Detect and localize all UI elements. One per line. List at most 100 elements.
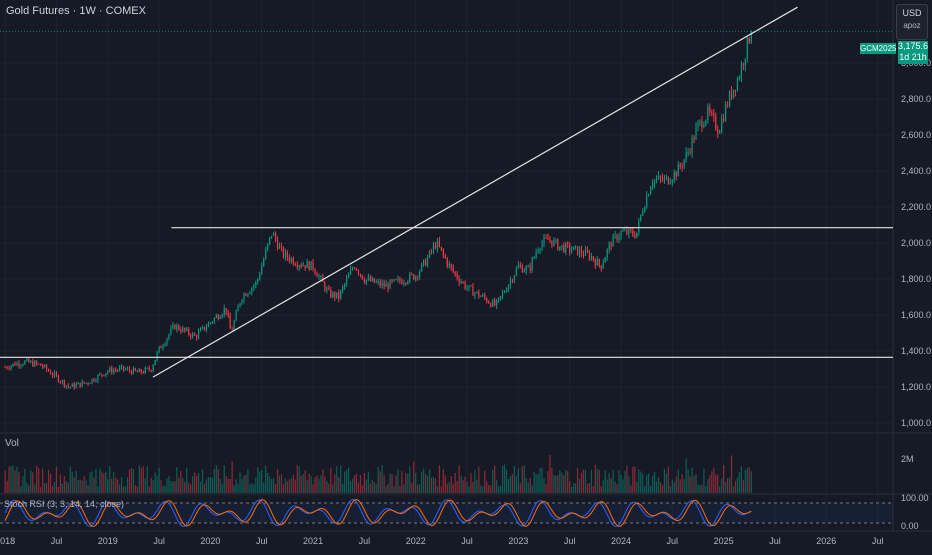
volume-bar [312,484,314,493]
y-tick-label: 2,600.0 [901,130,931,140]
volume-bar [253,484,255,493]
volume-bar [162,485,164,493]
volume-bar [170,481,172,493]
volume-bar [111,478,113,493]
candle-body [347,274,350,279]
candle-body [527,266,529,268]
candle-body [111,367,113,373]
volume-bar [336,465,338,493]
volume-bar [294,479,296,493]
candle-body [34,361,36,367]
last-price-badge: 3,175.6 1d 21h [898,41,928,64]
candle-body [381,282,383,286]
candle-body [304,265,306,269]
volume-bar [24,469,26,493]
x-tick-label: 2019 [98,536,118,546]
volume-bar [578,478,581,493]
candle-body [715,116,717,130]
volume-bar [42,468,44,493]
candle-body [342,286,344,291]
volume-bar [517,468,519,493]
candle-body [596,259,598,266]
volume-bar [711,471,713,493]
candle-body [711,112,713,114]
candle-body [249,292,251,294]
candle-body [276,239,279,249]
volume-bar [671,479,673,493]
candle-body [346,278,348,284]
volume-bar [363,472,365,493]
volume-bar [693,476,695,493]
candle-body [450,263,452,268]
volume-bar [344,471,346,493]
volume-bar [750,471,752,493]
volume-bar [584,469,587,493]
volume-bar [249,483,251,493]
candle-body [136,370,138,373]
candle-body [626,229,628,235]
volume-bar [653,472,656,493]
x-tick-label: Jul [51,536,63,546]
volume-bar [188,482,190,493]
volume-bar [521,466,523,493]
candle-body [703,125,705,128]
volume-bar [582,469,585,493]
volume-bar [470,473,472,493]
candle-body [20,365,22,367]
candle-body [154,359,156,366]
volume-bar [265,465,267,493]
volume-bar [541,467,543,493]
volume-bar [158,467,160,493]
volume-bar [359,474,362,493]
volume-bar [245,474,247,493]
volume-bar [89,472,91,493]
x-tick-label: Jul [872,536,884,546]
volume-bar [681,473,683,493]
candle-body [278,245,281,249]
volume-bar [357,482,360,493]
candle-body [659,176,662,179]
volume-bar [669,486,671,493]
currency-selector[interactable]: USD apoz [896,4,928,40]
volume-bar [723,465,725,493]
volume-bar [292,474,294,493]
candle-body [421,263,423,272]
candle-body [446,258,448,266]
volume-bar [683,479,685,493]
candle-body [586,249,589,253]
candle-body [73,383,75,388]
volume-bar [353,475,356,493]
volume-bar [519,483,521,493]
candle-body [476,291,478,293]
candle-body [85,382,87,384]
volume-bar [197,473,200,493]
candle-body [130,370,133,374]
candle-body [721,118,723,132]
candle-body [45,365,48,370]
volume-bar [480,485,482,493]
candle-body [8,368,10,370]
volume-bar [466,481,468,493]
volume-bar [387,483,389,493]
candle-body [355,268,358,271]
candle-body [503,291,506,293]
currency-code: USD [902,8,922,18]
volume-bar [705,486,707,493]
candle-body [432,245,435,252]
volume-bar [434,478,437,493]
symbol-title[interactable]: Gold Futures · 1W · COMEX [6,5,146,17]
candle-body [726,104,729,106]
volume-bar [389,473,391,493]
candle-body [571,250,573,252]
candle-body [231,328,233,331]
volume-bar [602,480,604,493]
candle-body [6,367,8,369]
candle-body [225,307,227,313]
volume-bar [119,484,121,493]
candle-body [725,104,727,121]
volume-bar [18,471,20,493]
candle-body [272,233,275,236]
candle-body [713,113,715,117]
